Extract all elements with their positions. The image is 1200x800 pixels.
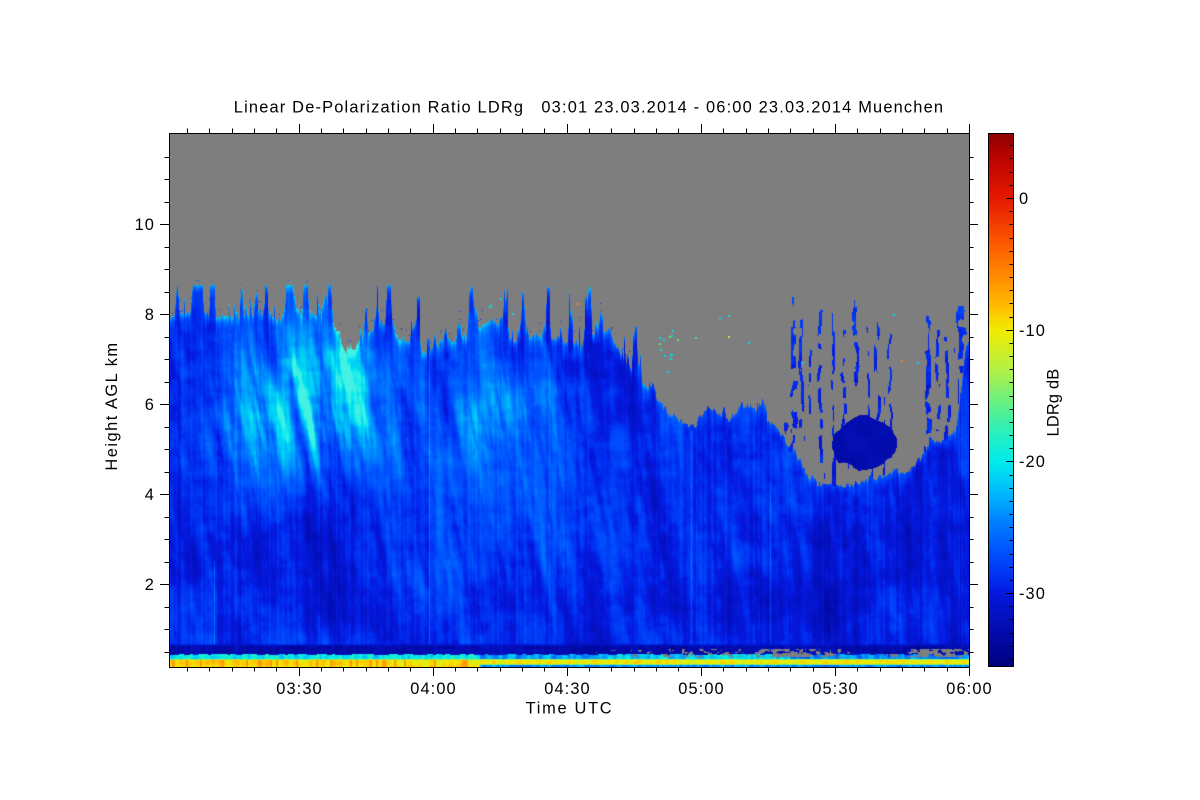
svg-text:05:00: 05:00 bbox=[678, 680, 725, 698]
svg-text:LDRg dB: LDRg dB bbox=[1045, 369, 1063, 437]
svg-text:-10: -10 bbox=[1019, 322, 1046, 340]
svg-text:Time UTC: Time UTC bbox=[526, 700, 614, 718]
svg-text:-20: -20 bbox=[1019, 453, 1046, 471]
svg-text:0: 0 bbox=[1019, 190, 1029, 208]
svg-text:04:30: 04:30 bbox=[544, 680, 591, 698]
svg-text:Linear De-Polarization Ratio L: Linear De-Polarization Ratio LDRg 03:01 … bbox=[234, 99, 944, 117]
svg-text:05:30: 05:30 bbox=[812, 680, 859, 698]
svg-text:04:00: 04:00 bbox=[410, 680, 457, 698]
svg-text:8: 8 bbox=[145, 306, 155, 324]
svg-text:10: 10 bbox=[135, 216, 155, 234]
svg-text:06:00: 06:00 bbox=[946, 680, 993, 698]
svg-text:2: 2 bbox=[145, 576, 155, 594]
svg-text:-30: -30 bbox=[1019, 585, 1046, 603]
svg-text:4: 4 bbox=[145, 486, 155, 504]
svg-text:Height AGL km: Height AGL km bbox=[103, 341, 121, 470]
svg-text:6: 6 bbox=[145, 396, 155, 414]
svg-text:03:30: 03:30 bbox=[276, 680, 323, 698]
